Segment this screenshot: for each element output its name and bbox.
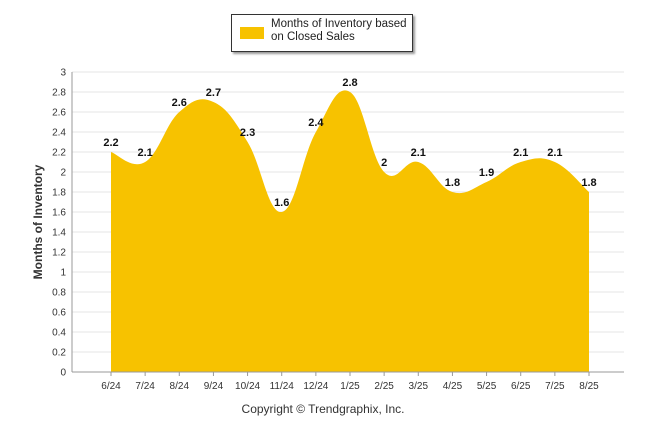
data-label: 2.7 <box>206 87 221 99</box>
x-tick-label: 7/24 <box>135 381 155 392</box>
data-label: 1.8 <box>581 177 596 189</box>
data-label: 2 <box>381 157 387 169</box>
y-tick-label: 0.2 <box>52 348 66 359</box>
y-axis-ticks: 0 0.2 0.4 0.6 0.8 1 1.2 1.4 1.6 1.8 2 2.2 2.4 2.6 2.8 3 <box>52 68 66 379</box>
x-tick-label: 10/24 <box>235 381 260 392</box>
x-tick-label: 11/24 <box>270 381 295 392</box>
y-tick-label: 0.4 <box>52 328 66 339</box>
data-label: 2.8 <box>342 77 357 89</box>
data-label: 1.9 <box>479 167 494 179</box>
data-label: 2.2 <box>103 137 118 149</box>
x-tick-label: 3/25 <box>409 381 429 392</box>
data-label: 2.1 <box>137 147 152 159</box>
y-tick-label: 3 <box>60 68 66 79</box>
y-tick-label: 2.8 <box>52 88 66 99</box>
x-tick-label: 9/24 <box>204 381 224 392</box>
x-tick-label: 8/24 <box>170 381 190 392</box>
copyright-text: Copyright © Trendgraphix, Inc. <box>241 402 405 416</box>
x-tick-label: 8/25 <box>579 381 599 392</box>
y-tick-label: 2.2 <box>52 148 66 159</box>
data-labels: 2.2 2.1 2.6 2.7 2.3 1.6 2.4 2.8 2 2.1 1.8 1.9 2.1 2.1… <box>103 77 596 209</box>
data-label: 2.3 <box>240 127 255 139</box>
y-tick-label: 1.2 <box>52 248 66 259</box>
y-tick-label: 1.4 <box>52 228 66 239</box>
y-tick-label: 1.6 <box>52 208 66 219</box>
data-label: 2.1 <box>513 147 528 159</box>
x-tick-label: 12/24 <box>303 381 328 392</box>
x-tick-label: 7/25 <box>545 381 565 392</box>
x-tick-label: 5/25 <box>477 381 497 392</box>
x-tick-label: 1/25 <box>340 381 360 392</box>
y-tick-label: 0.8 <box>52 288 66 299</box>
y-tick-label: 0 <box>60 368 66 379</box>
axes <box>71 72 624 373</box>
x-tick-label: 6/24 <box>101 381 121 392</box>
y-tick-label: 2.4 <box>52 128 66 139</box>
data-label: 2.6 <box>172 97 187 109</box>
x-tick-label: 2/25 <box>374 381 394 392</box>
data-label: 2.1 <box>411 147 426 159</box>
area-series <box>111 90 589 372</box>
y-tick-label: 2 <box>60 168 66 179</box>
x-tick-label: 6/25 <box>511 381 531 392</box>
legend-label: Months of Inventory based on Closed Sale… <box>271 18 407 43</box>
legend: Months of Inventory based on Closed Sale… <box>231 14 413 52</box>
x-tick-label: 4/25 <box>443 381 463 392</box>
data-label: 2.1 <box>547 147 562 159</box>
legend-swatch <box>240 27 264 39</box>
x-axis-ticks: 6/24 7/24 8/24 9/24 10/24 11/24 12/24 1/25 2/25 3… <box>101 372 599 392</box>
data-label: 2.4 <box>308 117 324 129</box>
y-axis-title: Months of Inventory <box>31 164 45 280</box>
y-tick-label: 1 <box>60 268 66 279</box>
data-label: 1.6 <box>274 197 289 209</box>
data-label: 1.8 <box>445 177 460 189</box>
area-fill <box>111 90 589 372</box>
y-tick-label: 1.8 <box>52 188 66 199</box>
y-tick-label: 2.6 <box>52 108 66 119</box>
y-tick-label: 0.6 <box>52 308 66 319</box>
